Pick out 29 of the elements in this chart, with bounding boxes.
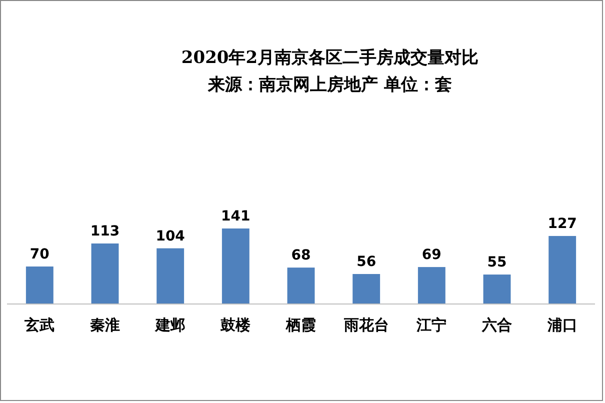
x-tick-label: 玄武 xyxy=(24,316,55,334)
data-label: 104 xyxy=(156,228,186,244)
x-tick-label: 六合 xyxy=(481,316,512,334)
bar xyxy=(287,268,315,304)
data-label: 69 xyxy=(422,247,442,264)
bar xyxy=(91,243,119,304)
data-label: 141 xyxy=(221,208,250,224)
chart-title: 2020年2月南京各区二手房成交量对比 xyxy=(181,48,479,68)
x-tick-label: 建邺 xyxy=(154,316,186,334)
data-label: 113 xyxy=(90,223,120,240)
x-tick-label: 浦口 xyxy=(546,316,578,334)
x-tick-label: 秦淮 xyxy=(90,316,120,334)
data-label: 55 xyxy=(487,254,507,271)
x-tick-label: 鼓楼 xyxy=(220,316,252,334)
bar xyxy=(548,236,576,304)
bar xyxy=(352,274,380,304)
bar xyxy=(418,267,446,304)
x-tick-label: 雨花台 xyxy=(342,316,389,334)
x-tick-label: 栖霞 xyxy=(285,316,316,334)
chart-subtitle: 来源：南京网上房地产 单位：套 xyxy=(207,75,452,95)
bar xyxy=(222,228,250,304)
data-label: 127 xyxy=(548,216,577,232)
bar xyxy=(26,266,54,304)
x-tick-label: 江宁 xyxy=(416,316,447,334)
bar xyxy=(483,274,511,304)
data-label: 68 xyxy=(291,248,311,264)
bar xyxy=(156,248,184,304)
data-label: 70 xyxy=(30,246,50,263)
data-label: 56 xyxy=(356,254,376,270)
